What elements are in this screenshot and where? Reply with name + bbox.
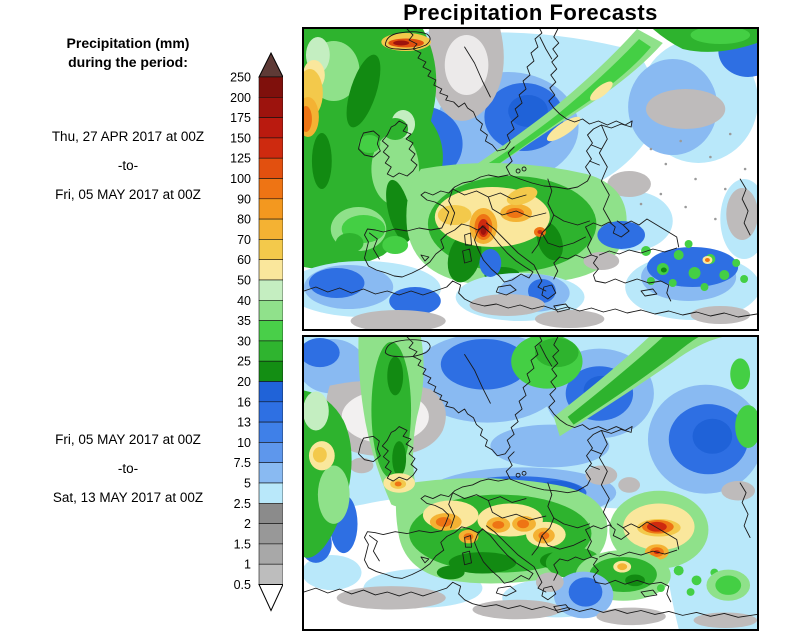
colorbar-segment xyxy=(258,442,284,463)
colorbar-label: 250 xyxy=(230,71,251,85)
forecast-map-week2 xyxy=(302,335,759,631)
colorbar-label: 2 xyxy=(244,517,251,531)
colorbar-label: 90 xyxy=(237,192,251,206)
colorbar-label: 60 xyxy=(237,253,251,267)
colorbar-segment xyxy=(258,259,284,281)
period-2: Fri, 05 MAY 2017 at 00Z -to- Sat, 13 MAY… xyxy=(18,425,238,512)
page-title: Precipitation Forecasts xyxy=(403,0,658,25)
colorbar: 2502001751501251009080706050403530252016… xyxy=(230,51,284,612)
colorbar-segment xyxy=(258,523,284,545)
colorbar-heading-line1: Precipitation (mm) xyxy=(66,35,190,51)
colorbar-overflow-arrow xyxy=(258,51,284,78)
period-2-separator: -to- xyxy=(117,461,139,476)
colorbar-segment xyxy=(258,462,284,484)
period-2-start: Fri, 05 MAY 2017 at 00Z xyxy=(55,432,201,447)
colorbar-segment xyxy=(258,543,284,565)
colorbar-segment xyxy=(258,421,284,443)
colorbar-label: 1 xyxy=(244,558,251,572)
precip-field-week2 xyxy=(304,337,757,629)
colorbar-segment xyxy=(258,340,284,362)
colorbar-label: 150 xyxy=(230,131,251,145)
colorbar-segment xyxy=(258,117,284,139)
colorbar-label: 175 xyxy=(230,111,251,125)
colorbar-segment xyxy=(258,198,284,220)
period-1-end: Fri, 05 MAY 2017 at 00Z xyxy=(55,187,201,202)
colorbar-segment xyxy=(258,482,284,504)
colorbar-segment xyxy=(258,300,284,321)
colorbar-label: 25 xyxy=(237,355,251,369)
colorbar-heading: Precipitation (mm) during the period: xyxy=(18,34,238,72)
precip-field-week1 xyxy=(304,29,757,329)
colorbar-label: 70 xyxy=(237,233,251,247)
colorbar-segment xyxy=(258,239,284,260)
colorbar-segment xyxy=(258,563,284,585)
colorbar-label: 100 xyxy=(230,172,251,186)
colorbar-label: 40 xyxy=(237,294,251,308)
colorbar-segment xyxy=(258,381,284,403)
colorbar-heading-line2: during the period: xyxy=(68,54,188,70)
colorbar-segment xyxy=(258,320,284,342)
colorbar-label: 13 xyxy=(237,416,251,430)
colorbar-label: 30 xyxy=(237,334,251,348)
colorbar-label: 16 xyxy=(237,395,251,409)
period-1-separator: -to- xyxy=(117,158,139,173)
colorbar-label: 80 xyxy=(237,213,251,227)
period-1-start: Thu, 27 APR 2017 at 00Z xyxy=(51,129,205,144)
forecast-map-week1 xyxy=(302,27,759,331)
colorbar-segment xyxy=(258,96,284,118)
colorbar-label: 200 xyxy=(230,91,251,105)
colorbar-segment xyxy=(258,360,284,382)
colorbar-segment xyxy=(258,76,284,98)
colorbar-label: 7.5 xyxy=(234,456,251,470)
colorbar-label: 35 xyxy=(237,314,251,328)
colorbar-segment xyxy=(258,178,284,200)
period-2-end: Sat, 13 MAY 2017 at 00Z xyxy=(52,490,204,505)
period-1: Thu, 27 APR 2017 at 00Z -to- Fri, 05 MAY… xyxy=(18,122,238,209)
colorbar-label: 20 xyxy=(237,375,251,389)
colorbar-segment xyxy=(258,137,284,159)
colorbar-underflow-arrow xyxy=(258,584,284,612)
colorbar-label: 5 xyxy=(244,477,251,491)
colorbar-label: 125 xyxy=(230,152,251,166)
colorbar-segment xyxy=(258,279,284,301)
colorbar-label: 1.5 xyxy=(234,537,251,551)
colorbar-label: 2.5 xyxy=(234,497,251,511)
colorbar-segment xyxy=(258,502,284,524)
colorbar-wrap: 250 200 175 150 125 100 90 80 70 60 50 40 35 30 25 20 16… xyxy=(199,51,284,614)
colorbar-segment xyxy=(258,401,284,423)
colorbar-label: 50 xyxy=(237,274,251,288)
colorbar-label: 0.5 xyxy=(234,578,251,592)
colorbar-segment xyxy=(258,157,284,179)
colorbar-label: 10 xyxy=(237,436,251,450)
colorbar-segment xyxy=(258,218,284,240)
